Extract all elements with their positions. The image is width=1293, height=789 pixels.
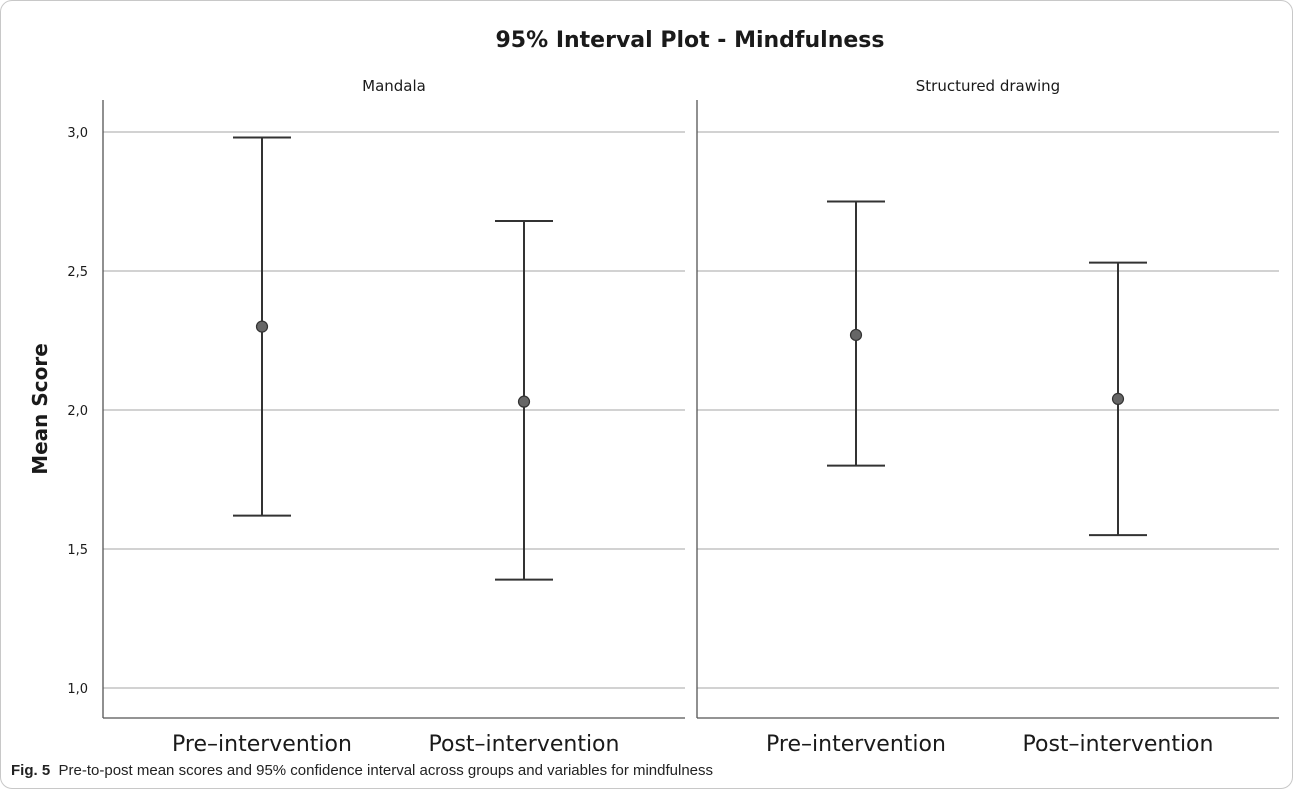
caption-label: Fig. 5 (11, 762, 51, 779)
mean-point (255, 320, 269, 333)
x-tick-label: Post–intervention (429, 732, 620, 757)
mean-point (849, 328, 863, 342)
mean-point (1111, 392, 1125, 405)
mean-point (517, 395, 531, 408)
y-tick-label: 2,0 (67, 404, 88, 419)
y-tick-label: 1,5 (67, 543, 88, 558)
x-tick-label: Pre–intervention (172, 732, 352, 757)
y-tick-label: 1,0 (67, 682, 88, 697)
y-tick-label: 3,0 (67, 126, 88, 141)
panel-title: Structured drawing (916, 77, 1060, 95)
interval-plot: 95% Interval Plot - Mindfulness Mean Sco… (28, 28, 1279, 757)
figure-caption: Fig. 5 Pre-to-post mean scores and 95% c… (11, 762, 713, 779)
y-tick-label: 2,5 (67, 265, 88, 280)
y-axis-label: Mean Score (28, 343, 52, 475)
caption-text: Pre-to-post mean scores and 95% confiden… (58, 762, 714, 779)
x-tick-label: Post–intervention (1023, 732, 1214, 757)
chart-title: 95% Interval Plot - Mindfulness (496, 28, 885, 53)
panel-title: Mandala (362, 77, 426, 95)
x-tick-label: Pre–intervention (766, 732, 946, 757)
